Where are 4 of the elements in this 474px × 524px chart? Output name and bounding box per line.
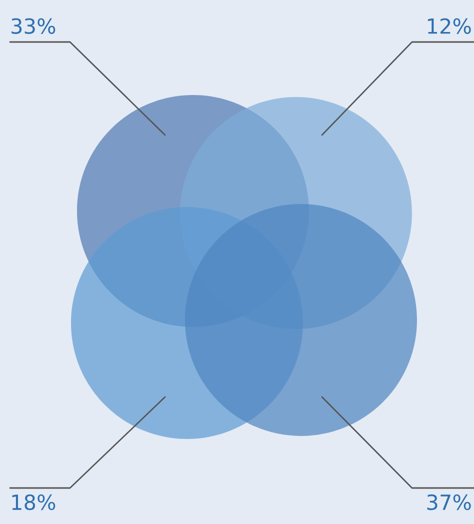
data-label: 18% <box>12 494 56 510</box>
data-label: 37% <box>427 494 471 510</box>
data-label: 33% <box>12 18 56 34</box>
data-label: 12% <box>428 18 471 34</box>
